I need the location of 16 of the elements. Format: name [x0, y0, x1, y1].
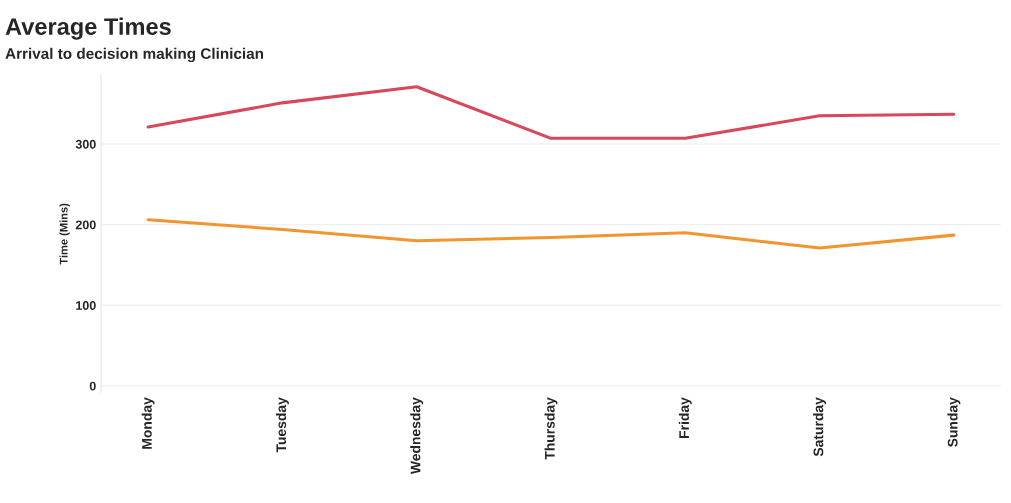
line-series	[146, 85, 956, 140]
y-tick-label: 100	[76, 301, 96, 310]
y-axis-title: Time (Mins)	[59, 203, 70, 265]
x-tick-label: Wednesday	[410, 397, 424, 475]
x-tick-label: Saturday	[813, 397, 827, 457]
y-tick-label: 0	[89, 381, 96, 391]
x-tick-label: Friday	[678, 397, 692, 438]
y-tick-label: 300	[75, 139, 96, 149]
chart-subtitle: Arrival to decision making Clinician	[5, 47, 264, 63]
y-tick-label: 200	[75, 220, 96, 230]
x-tick-label: Monday	[141, 397, 155, 449]
x-tick-label: Sunday	[947, 397, 961, 447]
x-tick-label: Thursday	[544, 397, 558, 460]
x-tick-label: Tuesday	[275, 397, 289, 453]
line-series	[146, 218, 956, 250]
chart-title: Average Times	[5, 17, 171, 40]
